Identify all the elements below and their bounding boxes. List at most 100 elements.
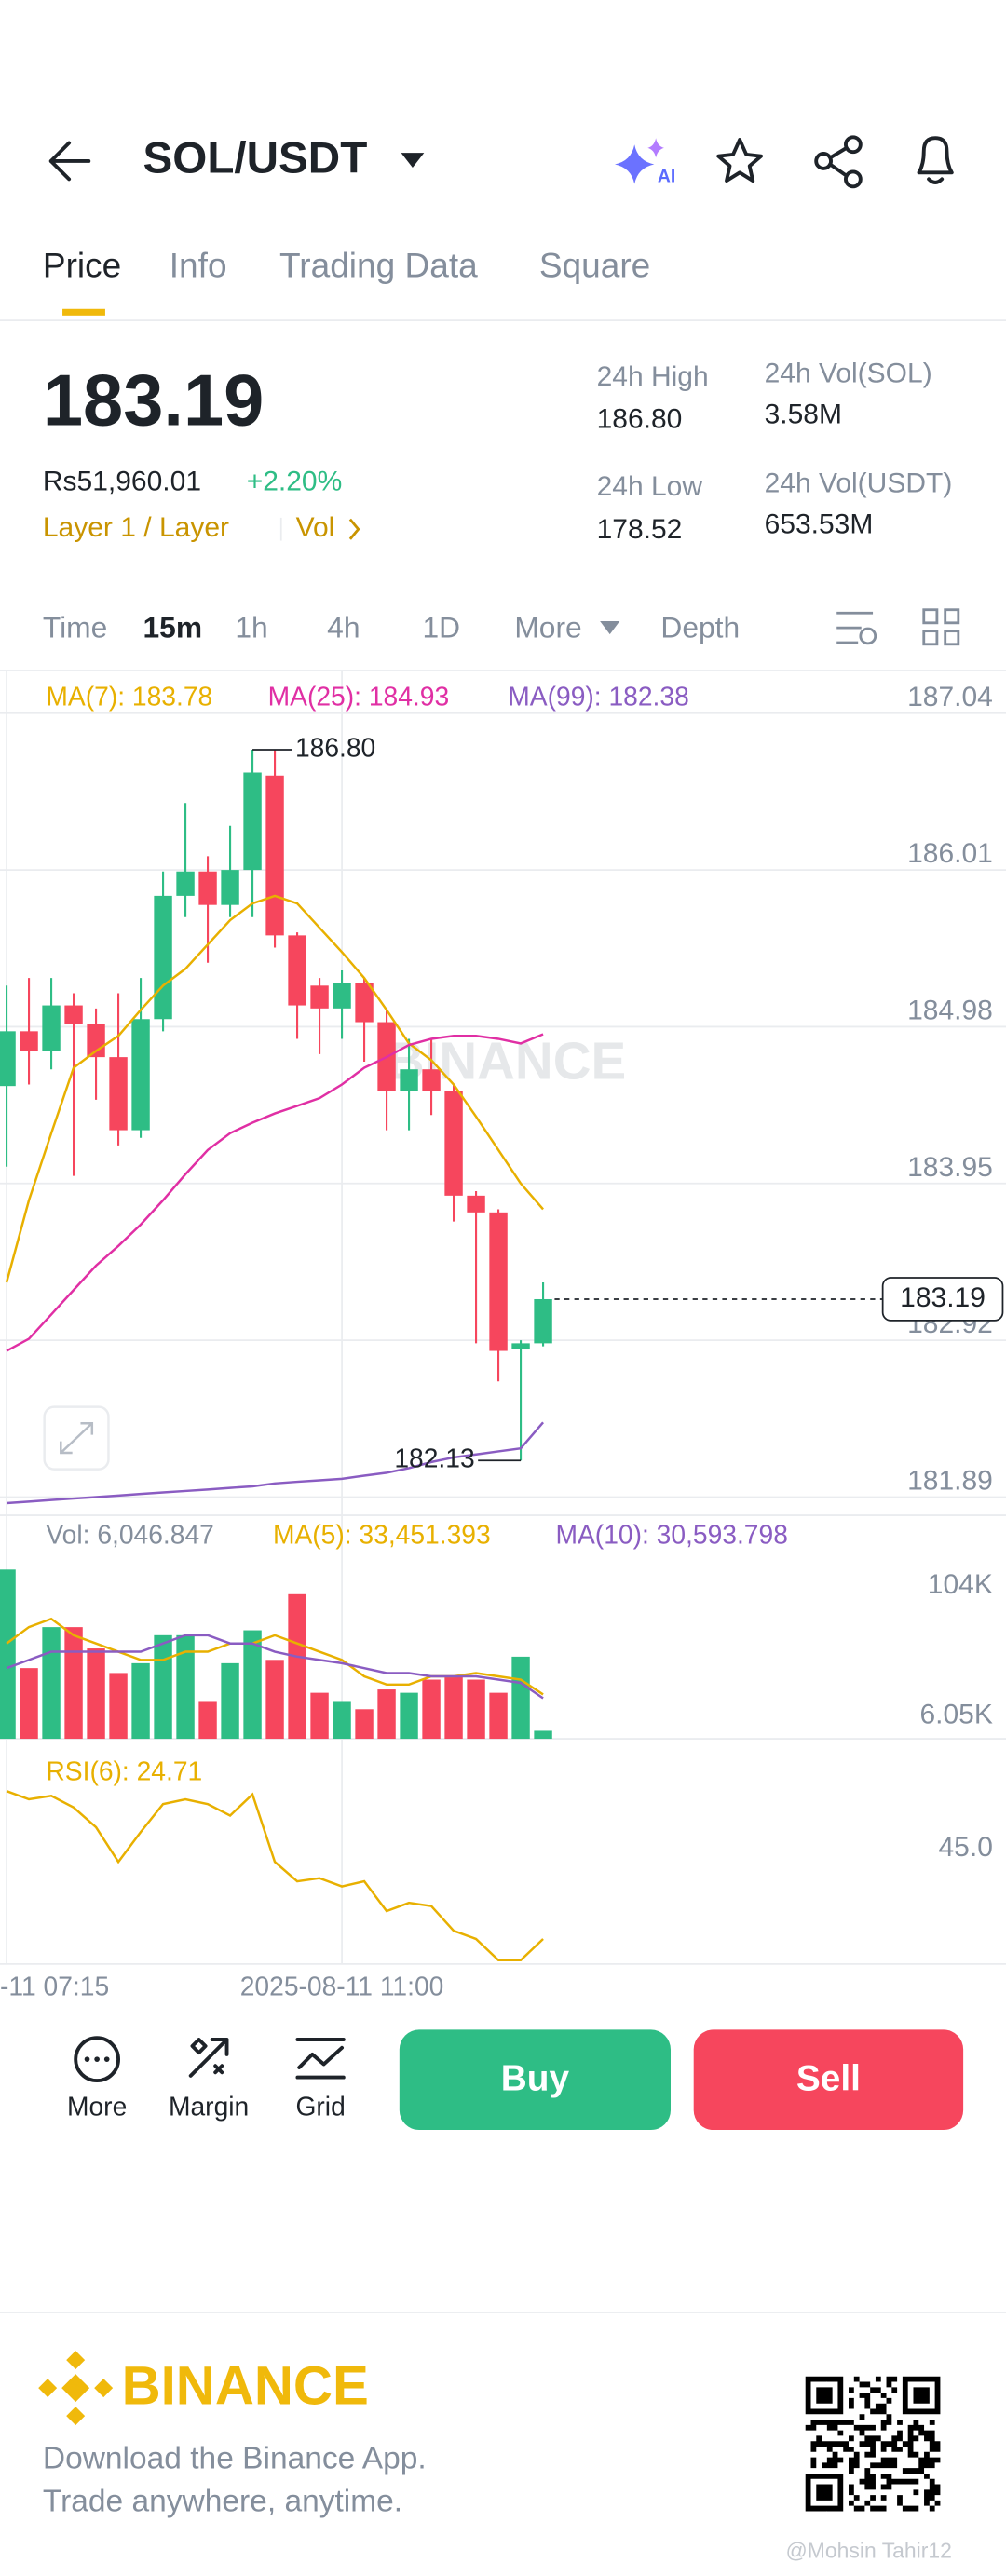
- ai-badge: AI: [658, 167, 675, 187]
- buy-button[interactable]: [399, 2029, 671, 2131]
- tab[interactable]: Trading Data: [279, 245, 478, 284]
- volume-bar: [288, 1593, 306, 1740]
- charts: BINANCE-11 07:15 2025-08-11 11:00187.0418…: [0, 670, 1006, 2001]
- candle-body: [310, 985, 329, 1009]
- stat-label: 24h Low: [597, 471, 703, 502]
- toolbar-grid[interactable]: [295, 2038, 346, 2080]
- sell-button[interactable]: [693, 2029, 964, 2131]
- candle-body: [265, 775, 284, 936]
- tab[interactable]: Price: [43, 245, 121, 284]
- candle-body: [64, 1005, 83, 1024]
- candle-body: [131, 1019, 150, 1131]
- pair-dropdown[interactable]: [401, 153, 425, 168]
- indicator-line: [6, 1634, 544, 1700]
- legend-entry: MA(5): 33,451.393: [273, 1519, 491, 1549]
- y-tick-label: 187.04: [907, 682, 993, 712]
- candle-body: [288, 935, 306, 1006]
- share-button[interactable]: [814, 135, 863, 189]
- volume-bar: [489, 1692, 508, 1740]
- candle-body: [511, 1343, 530, 1349]
- layout-button[interactable]: [922, 608, 960, 646]
- brand: BINANCE: [122, 2355, 369, 2416]
- extreme-label: 182.13: [394, 1444, 474, 1473]
- candle-body: [467, 1195, 485, 1213]
- candle-body: [109, 1057, 128, 1131]
- volume-bar: [198, 1701, 217, 1740]
- interval[interactable]: Depth: [660, 610, 740, 644]
- last-price-label: 183.19: [900, 1282, 986, 1313]
- candle-body: [42, 1005, 61, 1051]
- toolbar-margin[interactable]: [188, 2038, 229, 2078]
- alert-button[interactable]: [917, 136, 954, 184]
- candle-body: [176, 871, 195, 896]
- vol-link[interactable]: Vol: [296, 512, 335, 543]
- legend-entry: MA(10): 30,593.798: [555, 1519, 787, 1549]
- volume-bar: [0, 1569, 16, 1740]
- indicator-line: [6, 1421, 544, 1505]
- y-tick-label: 6.05K: [919, 1699, 992, 1729]
- volume-bar: [176, 1634, 195, 1740]
- sector-tag[interactable]: Layer 1 / Layer: [43, 512, 229, 543]
- extreme-label: 186.80: [295, 732, 375, 762]
- toolbar-more[interactable]: [74, 2036, 121, 2083]
- ai-button[interactable]: AI: [615, 138, 675, 187]
- volume-bar: [422, 1679, 441, 1740]
- candle-body: [154, 895, 172, 1020]
- volume-bar: [20, 1668, 38, 1740]
- candle-body: [0, 1031, 16, 1087]
- promo-line: Download the Binance App.: [43, 2442, 427, 2476]
- volume-bar: [467, 1679, 485, 1740]
- interval-dropdown: [600, 621, 620, 635]
- tab-indicator: [62, 308, 105, 316]
- qr-code: [805, 2376, 941, 2512]
- pair-title[interactable]: SOL/USDT: [143, 134, 368, 183]
- volume-bar: [310, 1692, 329, 1740]
- toolbar-label: Grid: [295, 2092, 345, 2122]
- favorite-button[interactable]: [716, 138, 763, 183]
- interval[interactable]: 1D: [423, 610, 461, 644]
- y-tick-label: 186.01: [907, 838, 993, 869]
- tab[interactable]: Square: [539, 245, 650, 284]
- last-price-box: [881, 1277, 1004, 1322]
- stat-label: 24h Vol(USDT): [765, 468, 953, 499]
- tab[interactable]: Info: [170, 245, 227, 284]
- interval[interactable]: Time: [43, 610, 107, 644]
- interval[interactable]: More: [514, 610, 581, 644]
- candle-body: [534, 1298, 552, 1344]
- indicator-settings[interactable]: [836, 611, 877, 645]
- chevron: [348, 518, 360, 540]
- candle-body: [422, 1069, 441, 1091]
- stat-value: 186.80: [597, 404, 683, 435]
- indicator-line: [6, 1790, 544, 1961]
- volume-bar: [131, 1662, 150, 1740]
- candle-body: [333, 983, 351, 1009]
- back-button[interactable]: [48, 141, 91, 182]
- candle-body: [444, 1091, 463, 1196]
- candle-body: [400, 1069, 418, 1091]
- last-price: 183.19: [43, 360, 264, 441]
- candle-body: [20, 1031, 38, 1051]
- x-tick-label: -11 07:15: [0, 1972, 109, 2001]
- candle-body: [243, 772, 262, 871]
- fiat-price: Rs51,960.01: [43, 467, 201, 497]
- y-tick-label: 183.95: [907, 1152, 993, 1183]
- stat-value: 3.58M: [765, 399, 842, 429]
- stat-value: 653.53M: [765, 509, 874, 540]
- volume-bar: [444, 1675, 463, 1740]
- volume-bar: [355, 1709, 374, 1740]
- promo-line: Trade anywhere, anytime.: [43, 2485, 402, 2519]
- interval[interactable]: 1h: [235, 610, 267, 644]
- expand-button[interactable]: [43, 1405, 110, 1471]
- volume-bar: [333, 1701, 351, 1740]
- stat-value: 178.52: [597, 514, 683, 545]
- y-tick-label: 181.89: [907, 1465, 993, 1496]
- candle-body: [198, 871, 217, 905]
- stat-label: 24h Vol(SOL): [765, 358, 932, 388]
- y-tick-label: 184.98: [907, 995, 993, 1025]
- credit: @Mohsin Tahir12: [786, 2539, 952, 2563]
- volume-bar: [154, 1634, 172, 1740]
- interval[interactable]: 15m: [143, 610, 203, 644]
- toolbar-label: Margin: [169, 2092, 249, 2122]
- interval[interactable]: 4h: [327, 610, 360, 644]
